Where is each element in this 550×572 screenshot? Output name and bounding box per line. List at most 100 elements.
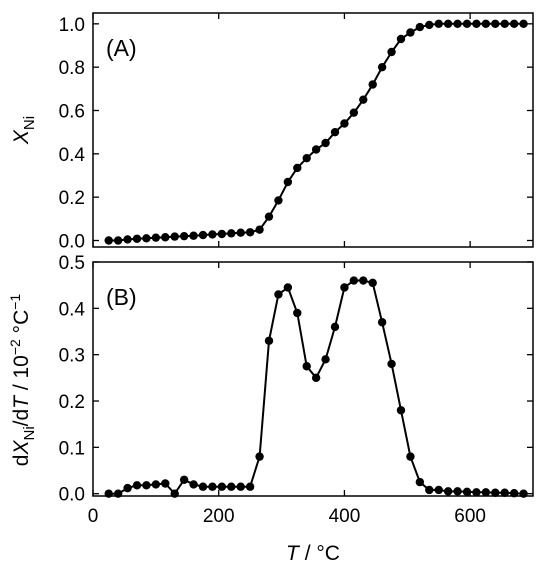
panel-a-data-point	[377, 62, 387, 72]
panel-a-data-point	[321, 138, 330, 148]
panel-b-data-point	[472, 488, 481, 497]
panel-a-y-axis: 0.0 0.2 0.4 0.6 0.8 1.0	[59, 15, 533, 253]
panel-b-data-point	[189, 480, 198, 489]
panel-b-data-point	[434, 485, 443, 495]
panel-a-data-point	[264, 212, 274, 221]
panel-b-data-point	[396, 406, 406, 415]
panel-b-xtick-label: 200	[203, 506, 235, 527]
panel-b-ytick-label: 0.1	[59, 438, 85, 459]
panel-a-data-point	[123, 235, 132, 244]
panel-a-data-point	[161, 233, 170, 242]
panel-b-data-point	[453, 487, 462, 496]
panel-a-data-point	[179, 231, 189, 241]
panel-b-data-point	[340, 283, 349, 292]
panel-b-data-point	[330, 322, 340, 332]
panel-a-data-point	[500, 19, 509, 29]
panel-b-y-axis: 0.0 0.1 0.2 0.3 0.4 0.5	[59, 253, 533, 506]
panel-b-data-point	[293, 308, 302, 318]
panel-a-data-point	[425, 20, 434, 30]
panel-a-data-point	[132, 234, 142, 243]
panel-b-data-point	[208, 482, 217, 491]
panel-a-data-point	[462, 19, 472, 29]
panel-b-data-point	[113, 489, 123, 498]
panel-b-series-line	[108, 279, 524, 496]
panel-b-ytick-label: 0.4	[59, 299, 86, 320]
panel-a-data-point	[415, 22, 425, 32]
panel-b-data-point	[359, 276, 368, 285]
panel-b-y-axis-title: dXNi/dT / 10−2 °C−1	[7, 294, 38, 467]
panel-a-data-point	[481, 19, 491, 29]
panel-b-data-point	[500, 488, 509, 497]
panel-b-ytick-label: 0.5	[59, 253, 85, 274]
panel-a-data-point	[443, 19, 453, 29]
panel-a-data-point	[151, 233, 161, 242]
panel-b-data-point	[481, 488, 491, 497]
panel-b-data-point	[425, 485, 434, 495]
panel-a-data-point	[472, 19, 481, 29]
panel-a-data-point	[340, 119, 349, 128]
panel-a-data-point	[311, 145, 321, 154]
panel-a-data-point	[368, 80, 377, 89]
panel-a-frame	[92, 12, 534, 248]
panel-b-data-point	[104, 489, 113, 498]
panel-a-data-point	[406, 28, 415, 37]
panel-b-data-point	[302, 362, 311, 371]
panel-b-data-point	[519, 489, 528, 498]
panel-b-data-point	[161, 479, 170, 488]
panel-a-data-point	[227, 229, 236, 238]
panel-a-data-point	[396, 34, 406, 44]
panel-b-data-point	[406, 452, 415, 461]
panel-a-ytick-label: 1.0	[59, 15, 85, 36]
panel-a-ytick-label: 0.2	[59, 188, 85, 209]
panel-a-label: (A)	[106, 35, 137, 61]
panel-b-data-point	[274, 290, 283, 299]
panel-b-data-point	[321, 355, 330, 364]
panel-a-data-point	[113, 236, 123, 245]
panel-b-ytick-label: 0.3	[59, 346, 85, 367]
panel-a-data-point	[255, 225, 264, 234]
panel-a-ytick-label: 0.6	[59, 102, 85, 123]
panel-a-ytick-label: 0.8	[59, 58, 85, 79]
panel-a-data-point	[189, 231, 198, 240]
panel-a-y-axis-title: XNi	[10, 116, 38, 145]
panel-b-data-point	[368, 278, 377, 288]
panel-b-data-point	[170, 489, 179, 498]
panel-b-data-point	[142, 481, 151, 490]
panel-b-data-point	[415, 477, 425, 487]
panel-a-data-point	[519, 19, 528, 29]
panel-b-data-point	[217, 482, 227, 491]
panel-a-data-point	[491, 19, 500, 29]
panel-b-data-point	[443, 487, 453, 496]
panel-a-data-point	[359, 95, 368, 104]
panel-a-data-point	[509, 19, 519, 29]
panel-b-data-point	[179, 475, 189, 484]
panel-a-data-point	[142, 234, 151, 243]
panel-b: 0.0 0.1 0.2 0.3 0.4 0.5 0 200 400 600 (B) dXNi/d…	[7, 253, 534, 565]
panel-a-data-point	[104, 236, 113, 245]
panel-b-data-point	[123, 483, 132, 493]
panel-a-series	[104, 19, 528, 245]
panel-a-data-point	[236, 228, 245, 237]
panel-a-data-point	[245, 228, 255, 237]
panel-b-data-point	[198, 482, 208, 491]
panel-b-xtick-label: 400	[329, 506, 361, 527]
panel-b-data-point	[377, 318, 387, 327]
panel-a-data-point	[330, 127, 340, 137]
panel-b-data-point	[255, 452, 264, 461]
panel-a-data-point	[293, 163, 302, 173]
x-axis-title: T / °C	[286, 542, 340, 565]
panel-a-x-axis	[92, 13, 471, 247]
panel-b-data-point	[227, 482, 236, 491]
panel-b-data-point	[283, 283, 293, 292]
panel-a-data-point	[283, 177, 293, 187]
panel-a: 0.0 0.2 0.4 0.6 0.8 1.0 (A) XNi	[10, 12, 534, 253]
panel-b-data-point	[311, 373, 321, 383]
panel-a-data-point	[217, 229, 227, 239]
panel-b-data-point	[509, 489, 519, 498]
panel-b-series	[104, 276, 528, 498]
panel-b-frame	[92, 261, 534, 497]
panel-b-data-point	[264, 336, 274, 345]
panel-b-label: (B)	[106, 284, 137, 310]
panel-b-data-point	[491, 488, 500, 497]
